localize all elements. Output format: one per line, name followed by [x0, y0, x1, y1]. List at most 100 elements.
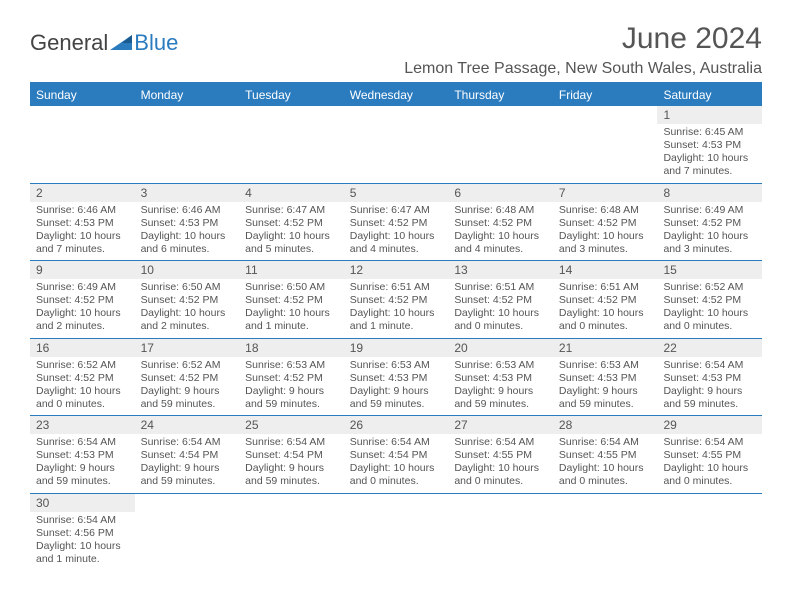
- brand-part2: Blue: [134, 30, 178, 56]
- day-line-ss: Sunset: 4:53 PM: [663, 139, 756, 152]
- day-cell: 29Sunrise: 6:54 AMSunset: 4:55 PMDayligh…: [657, 416, 762, 493]
- day-line-ss: Sunset: 4:54 PM: [141, 449, 234, 462]
- day-line-dl1: Daylight: 10 hours: [559, 462, 652, 475]
- day-details: Sunrise: 6:46 AMSunset: 4:53 PMDaylight:…: [30, 202, 135, 261]
- day-cell: [135, 106, 240, 183]
- day-line-dl2: and 1 minute.: [36, 553, 129, 566]
- day-line-sr: Sunrise: 6:46 AM: [141, 204, 234, 217]
- day-line-sr: Sunrise: 6:54 AM: [36, 514, 129, 527]
- day-number: 22: [657, 339, 762, 357]
- day-line-dl2: and 5 minutes.: [245, 243, 338, 256]
- day-line-dl1: Daylight: 10 hours: [245, 307, 338, 320]
- day-line-dl1: Daylight: 10 hours: [350, 307, 443, 320]
- day-details: Sunrise: 6:45 AMSunset: 4:53 PMDaylight:…: [657, 124, 762, 183]
- day-cell: 19Sunrise: 6:53 AMSunset: 4:53 PMDayligh…: [344, 339, 449, 416]
- day-line-sr: Sunrise: 6:50 AM: [245, 281, 338, 294]
- day-line-dl2: and 6 minutes.: [141, 243, 234, 256]
- day-cell: 27Sunrise: 6:54 AMSunset: 4:55 PMDayligh…: [448, 416, 553, 493]
- day-cell: 20Sunrise: 6:53 AMSunset: 4:53 PMDayligh…: [448, 339, 553, 416]
- day-cell: 26Sunrise: 6:54 AMSunset: 4:54 PMDayligh…: [344, 416, 449, 493]
- day-line-ss: Sunset: 4:56 PM: [36, 527, 129, 540]
- day-number: 2: [30, 184, 135, 202]
- day-cell: [448, 106, 553, 183]
- day-line-ss: Sunset: 4:53 PM: [141, 217, 234, 230]
- day-line-dl2: and 0 minutes.: [559, 320, 652, 333]
- day-line-sr: Sunrise: 6:46 AM: [36, 204, 129, 217]
- day-cell: 4Sunrise: 6:47 AMSunset: 4:52 PMDaylight…: [239, 184, 344, 261]
- day-number: 25: [239, 416, 344, 434]
- day-line-dl1: Daylight: 9 hours: [454, 385, 547, 398]
- month-title: June 2024: [404, 22, 762, 56]
- day-cell: 21Sunrise: 6:53 AMSunset: 4:53 PMDayligh…: [553, 339, 658, 416]
- day-number: 12: [344, 261, 449, 279]
- day-cell: [135, 494, 240, 571]
- day-line-sr: Sunrise: 6:48 AM: [559, 204, 652, 217]
- day-line-dl1: Daylight: 10 hours: [141, 307, 234, 320]
- day-line-dl2: and 59 minutes.: [36, 475, 129, 488]
- day-details: Sunrise: 6:53 AMSunset: 4:53 PMDaylight:…: [553, 357, 658, 416]
- day-line-dl2: and 59 minutes.: [245, 475, 338, 488]
- day-number: 8: [657, 184, 762, 202]
- day-line-dl2: and 4 minutes.: [350, 243, 443, 256]
- day-line-ss: Sunset: 4:52 PM: [36, 294, 129, 307]
- day-details: Sunrise: 6:49 AMSunset: 4:52 PMDaylight:…: [657, 202, 762, 261]
- day-details: Sunrise: 6:54 AMSunset: 4:55 PMDaylight:…: [553, 434, 658, 493]
- day-cell: 28Sunrise: 6:54 AMSunset: 4:55 PMDayligh…: [553, 416, 658, 493]
- day-line-dl1: Daylight: 9 hours: [141, 385, 234, 398]
- day-cell: 30Sunrise: 6:54 AMSunset: 4:56 PMDayligh…: [30, 494, 135, 571]
- day-line-sr: Sunrise: 6:49 AM: [36, 281, 129, 294]
- day-cell: [344, 494, 449, 571]
- day-line-dl2: and 0 minutes.: [36, 398, 129, 411]
- day-line-dl2: and 59 minutes.: [350, 398, 443, 411]
- day-cell: [657, 494, 762, 571]
- day-details: Sunrise: 6:52 AMSunset: 4:52 PMDaylight:…: [30, 357, 135, 416]
- day-details: Sunrise: 6:53 AMSunset: 4:52 PMDaylight:…: [239, 357, 344, 416]
- day-cell: 12Sunrise: 6:51 AMSunset: 4:52 PMDayligh…: [344, 261, 449, 338]
- day-line-sr: Sunrise: 6:52 AM: [663, 281, 756, 294]
- calendar-grid: Sunday Monday Tuesday Wednesday Thursday…: [30, 82, 762, 570]
- day-line-ss: Sunset: 4:52 PM: [36, 372, 129, 385]
- day-line-dl2: and 59 minutes.: [559, 398, 652, 411]
- day-line-ss: Sunset: 4:52 PM: [559, 217, 652, 230]
- day-line-sr: Sunrise: 6:54 AM: [663, 436, 756, 449]
- day-number: 13: [448, 261, 553, 279]
- weeks-container: 1Sunrise: 6:45 AMSunset: 4:53 PMDaylight…: [30, 106, 762, 570]
- day-number: 7: [553, 184, 658, 202]
- day-line-sr: Sunrise: 6:50 AM: [141, 281, 234, 294]
- day-details: Sunrise: 6:50 AMSunset: 4:52 PMDaylight:…: [135, 279, 240, 338]
- day-line-dl1: Daylight: 9 hours: [559, 385, 652, 398]
- day-details: Sunrise: 6:51 AMSunset: 4:52 PMDaylight:…: [448, 279, 553, 338]
- day-line-sr: Sunrise: 6:52 AM: [141, 359, 234, 372]
- day-line-ss: Sunset: 4:52 PM: [141, 372, 234, 385]
- day-line-sr: Sunrise: 6:47 AM: [350, 204, 443, 217]
- day-line-sr: Sunrise: 6:53 AM: [454, 359, 547, 372]
- day-cell: 23Sunrise: 6:54 AMSunset: 4:53 PMDayligh…: [30, 416, 135, 493]
- day-cell: 9Sunrise: 6:49 AMSunset: 4:52 PMDaylight…: [30, 261, 135, 338]
- day-line-sr: Sunrise: 6:54 AM: [454, 436, 547, 449]
- day-line-sr: Sunrise: 6:51 AM: [559, 281, 652, 294]
- day-number: 28: [553, 416, 658, 434]
- header: General Blue June 2024 Lemon Tree Passag…: [30, 22, 762, 78]
- day-line-ss: Sunset: 4:54 PM: [350, 449, 443, 462]
- day-line-dl1: Daylight: 10 hours: [454, 462, 547, 475]
- day-details: Sunrise: 6:53 AMSunset: 4:53 PMDaylight:…: [344, 357, 449, 416]
- day-cell: 10Sunrise: 6:50 AMSunset: 4:52 PMDayligh…: [135, 261, 240, 338]
- day-line-dl2: and 7 minutes.: [663, 165, 756, 178]
- location-subtitle: Lemon Tree Passage, New South Wales, Aus…: [404, 60, 762, 78]
- day-line-sr: Sunrise: 6:53 AM: [559, 359, 652, 372]
- day-number: 26: [344, 416, 449, 434]
- day-line-sr: Sunrise: 6:54 AM: [36, 436, 129, 449]
- day-number: 20: [448, 339, 553, 357]
- day-number: 17: [135, 339, 240, 357]
- day-number: 10: [135, 261, 240, 279]
- day-line-ss: Sunset: 4:52 PM: [663, 294, 756, 307]
- day-number: 21: [553, 339, 658, 357]
- day-line-ss: Sunset: 4:52 PM: [245, 372, 338, 385]
- day-number: 5: [344, 184, 449, 202]
- day-details: Sunrise: 6:52 AMSunset: 4:52 PMDaylight:…: [657, 279, 762, 338]
- day-line-dl2: and 0 minutes.: [350, 475, 443, 488]
- day-line-dl2: and 0 minutes.: [663, 320, 756, 333]
- weekday-header-row: Sunday Monday Tuesday Wednesday Thursday…: [30, 84, 762, 106]
- day-line-dl1: Daylight: 10 hours: [663, 152, 756, 165]
- day-cell: 1Sunrise: 6:45 AMSunset: 4:53 PMDaylight…: [657, 106, 762, 183]
